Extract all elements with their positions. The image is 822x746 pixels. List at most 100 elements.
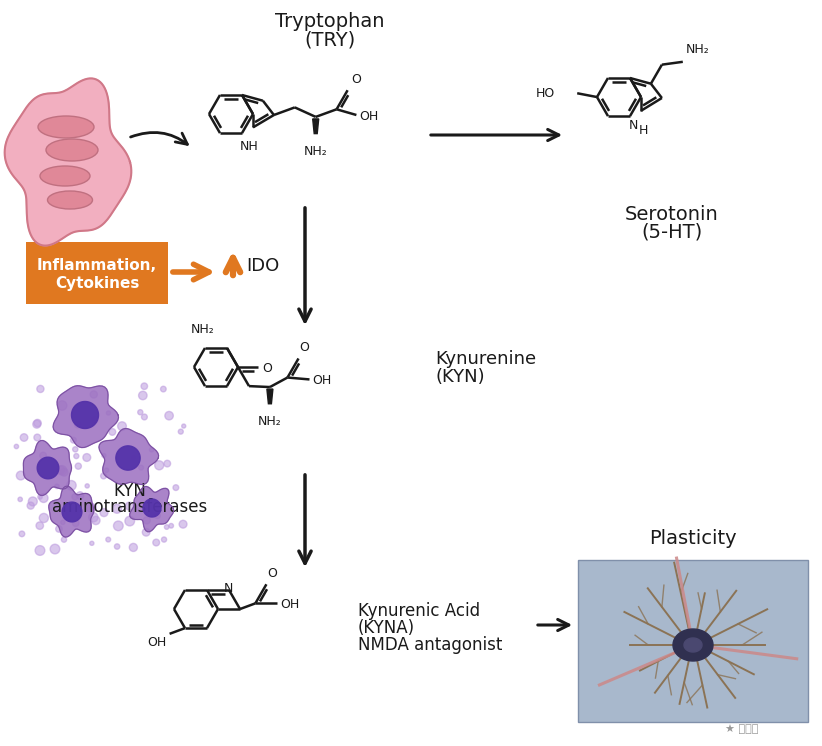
Text: Tryptophan: Tryptophan — [275, 12, 385, 31]
Circle shape — [138, 410, 143, 415]
Circle shape — [104, 468, 109, 472]
Circle shape — [125, 502, 133, 510]
Circle shape — [50, 545, 60, 554]
Polygon shape — [116, 446, 140, 470]
Circle shape — [141, 383, 147, 389]
Circle shape — [67, 480, 76, 490]
Circle shape — [61, 520, 65, 524]
Circle shape — [60, 468, 68, 476]
Text: Kynurenic Acid: Kynurenic Acid — [358, 602, 480, 620]
Text: NH₂: NH₂ — [258, 415, 282, 427]
Circle shape — [143, 517, 150, 524]
Circle shape — [36, 522, 44, 530]
Text: NH₂: NH₂ — [192, 323, 215, 336]
Circle shape — [164, 524, 169, 530]
Text: (KYNA): (KYNA) — [358, 619, 415, 637]
Text: NH: NH — [240, 140, 258, 154]
Circle shape — [75, 463, 81, 469]
FancyBboxPatch shape — [578, 560, 808, 722]
Text: (KYN): (KYN) — [435, 368, 485, 386]
Text: N: N — [224, 581, 233, 595]
Circle shape — [76, 492, 84, 499]
Polygon shape — [62, 502, 82, 522]
Circle shape — [19, 531, 25, 536]
Circle shape — [35, 545, 45, 555]
Circle shape — [75, 421, 81, 428]
Circle shape — [28, 497, 37, 506]
Circle shape — [142, 528, 150, 536]
Text: OH: OH — [312, 374, 332, 387]
Text: IDO: IDO — [246, 257, 279, 275]
Text: HO: HO — [536, 87, 555, 100]
Circle shape — [89, 513, 98, 522]
Circle shape — [155, 513, 160, 518]
Circle shape — [182, 424, 186, 428]
Circle shape — [141, 414, 147, 420]
Circle shape — [14, 445, 19, 448]
Circle shape — [153, 539, 159, 546]
Circle shape — [139, 391, 147, 400]
Circle shape — [90, 504, 96, 510]
Circle shape — [179, 520, 187, 528]
Text: Plasticity: Plasticity — [649, 529, 737, 548]
Polygon shape — [53, 386, 118, 448]
Circle shape — [56, 526, 62, 532]
Circle shape — [39, 452, 47, 459]
Text: N: N — [628, 119, 638, 132]
Circle shape — [54, 484, 59, 489]
Circle shape — [34, 419, 41, 427]
Circle shape — [90, 391, 97, 398]
Circle shape — [150, 448, 154, 452]
Polygon shape — [312, 119, 319, 134]
Circle shape — [21, 433, 28, 442]
Circle shape — [100, 509, 108, 516]
Text: ★ 药研网: ★ 药研网 — [725, 724, 758, 734]
Circle shape — [131, 455, 136, 460]
Text: Inflammation,: Inflammation, — [37, 258, 157, 273]
Text: O: O — [267, 567, 277, 580]
Text: NH₂: NH₂ — [304, 145, 328, 157]
Polygon shape — [673, 629, 713, 661]
Circle shape — [37, 386, 44, 392]
Text: NH₂: NH₂ — [686, 43, 709, 56]
Polygon shape — [5, 78, 132, 245]
Circle shape — [114, 544, 120, 549]
Circle shape — [27, 502, 35, 510]
Circle shape — [100, 473, 107, 479]
Circle shape — [39, 513, 48, 522]
Text: O: O — [299, 342, 309, 354]
Text: NMDA antagonist: NMDA antagonist — [358, 636, 502, 654]
Text: aminotransferases: aminotransferases — [53, 498, 208, 516]
Circle shape — [85, 484, 90, 488]
Circle shape — [58, 466, 67, 475]
Text: Kynurenine: Kynurenine — [435, 350, 536, 368]
Text: (5-HT): (5-HT) — [641, 223, 703, 242]
Circle shape — [169, 524, 173, 528]
Circle shape — [173, 485, 178, 490]
Ellipse shape — [46, 139, 98, 161]
Circle shape — [39, 494, 48, 503]
Polygon shape — [267, 389, 273, 404]
Ellipse shape — [48, 191, 93, 209]
Ellipse shape — [40, 166, 90, 186]
Text: (TRY): (TRY) — [304, 30, 356, 49]
Polygon shape — [72, 401, 99, 428]
Circle shape — [129, 543, 137, 551]
Circle shape — [83, 454, 90, 461]
Text: OH: OH — [280, 598, 300, 611]
Circle shape — [106, 537, 111, 542]
Circle shape — [71, 437, 76, 443]
Circle shape — [178, 429, 183, 434]
Polygon shape — [23, 441, 72, 495]
Circle shape — [74, 454, 79, 459]
Circle shape — [18, 497, 22, 501]
Polygon shape — [48, 486, 94, 537]
Text: H: H — [639, 124, 648, 137]
Circle shape — [113, 521, 123, 530]
Circle shape — [72, 494, 78, 500]
Ellipse shape — [38, 116, 94, 138]
Text: O: O — [352, 73, 362, 87]
Circle shape — [57, 466, 65, 474]
Text: OH: OH — [359, 110, 379, 122]
Circle shape — [160, 386, 166, 392]
